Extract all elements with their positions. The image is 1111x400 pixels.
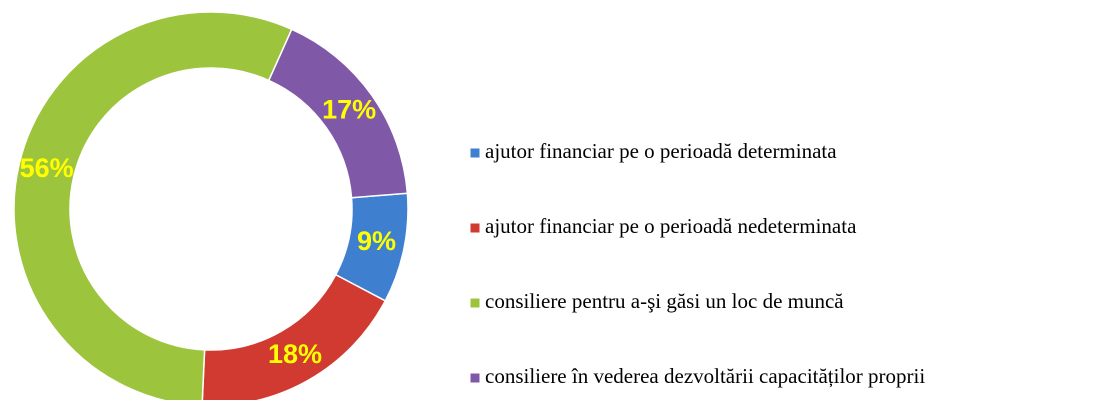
legend-label: ajutor financiar pe o perioadă nedetermi… [485, 214, 857, 238]
legend-label: consiliere în vederea dezvoltării capaci… [485, 364, 925, 388]
legend-marker [469, 222, 481, 234]
donut-segment [13, 11, 293, 400]
legend-label: consiliere pentru a-şi găsi un loc de mu… [485, 289, 844, 313]
data-label: 17% [322, 95, 376, 125]
legend-marker [469, 297, 481, 309]
legend-marker [469, 372, 481, 384]
legend-marker [469, 147, 481, 159]
donut-segment [267, 28, 409, 199]
data-label: 18% [268, 339, 322, 369]
donut-segment [201, 273, 387, 400]
legend-label: ajutor financiar pe o perioadă determina… [485, 139, 837, 163]
data-label: 56% [20, 153, 74, 183]
data-label: 9% [357, 226, 396, 256]
